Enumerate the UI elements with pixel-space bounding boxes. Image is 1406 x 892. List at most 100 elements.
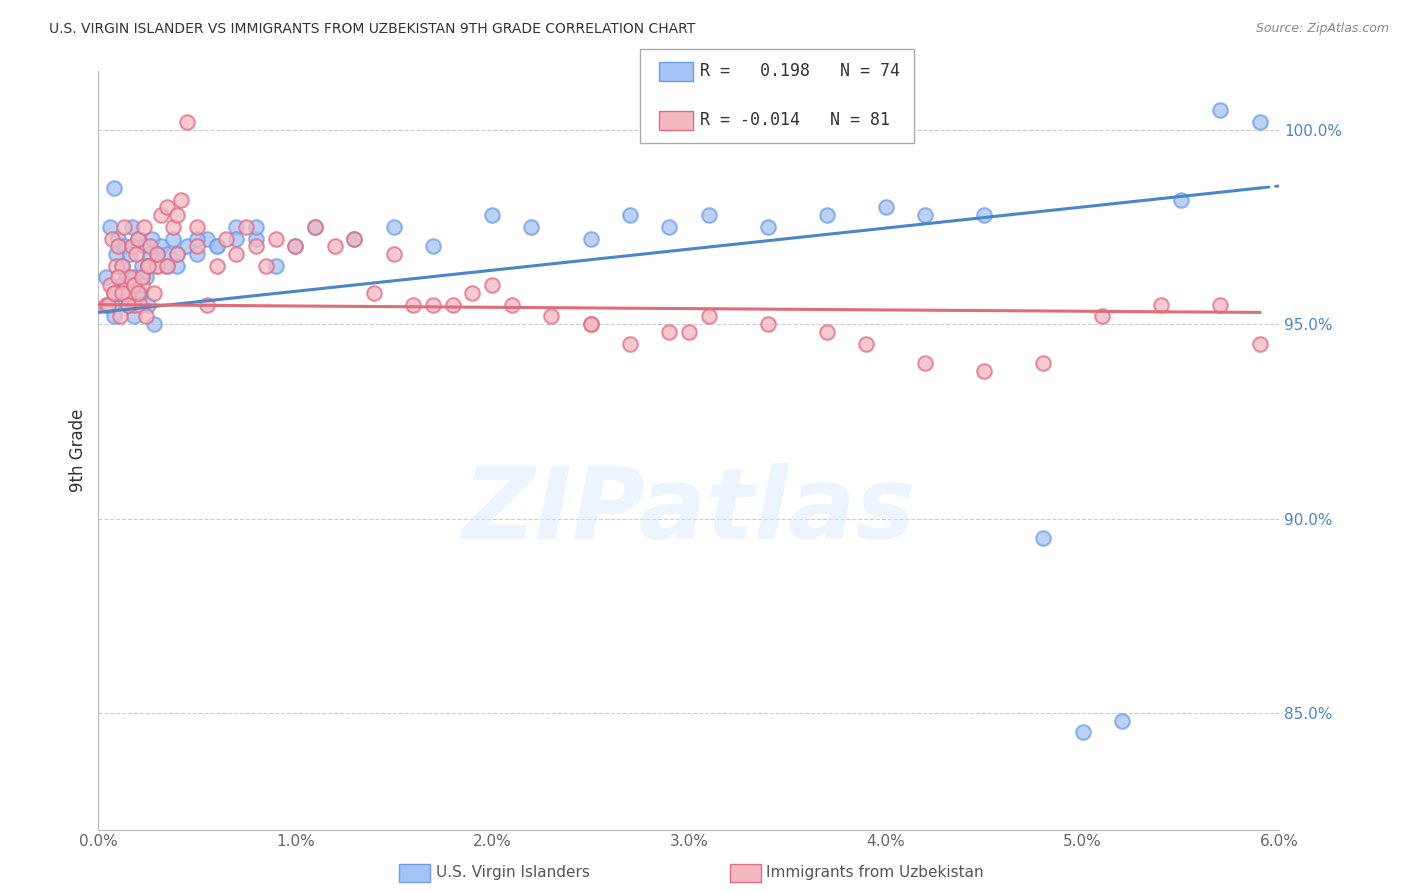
Point <box>101 231 124 245</box>
Point <box>111 259 134 273</box>
Point <box>103 285 125 300</box>
Point <box>245 219 267 234</box>
Point <box>146 259 169 273</box>
Point <box>343 231 366 245</box>
Point <box>756 317 779 331</box>
Text: R = -0.014   N = 81: R = -0.014 N = 81 <box>700 112 890 129</box>
Point <box>97 298 120 312</box>
Point <box>186 219 208 234</box>
Point <box>122 310 145 324</box>
Point <box>122 270 145 285</box>
Point <box>245 231 267 245</box>
Point <box>142 285 165 300</box>
Point <box>135 270 157 285</box>
Point <box>186 247 208 261</box>
Point <box>156 201 179 215</box>
Point <box>150 208 173 222</box>
Y-axis label: 9th Grade: 9th Grade <box>69 409 87 492</box>
Point <box>146 247 169 261</box>
Point <box>97 298 120 312</box>
Point <box>1249 336 1271 351</box>
Point <box>540 310 562 324</box>
Point <box>107 231 129 245</box>
Point <box>815 208 838 222</box>
Point <box>111 285 134 300</box>
Point <box>128 298 150 312</box>
Point <box>138 239 160 253</box>
Point <box>112 219 135 234</box>
Point <box>176 239 198 253</box>
Point <box>254 259 277 273</box>
Point <box>304 219 326 234</box>
Point <box>111 259 134 273</box>
Point <box>1071 725 1094 739</box>
Point <box>128 285 150 300</box>
Point <box>150 239 173 253</box>
Point <box>112 239 135 253</box>
Point <box>520 219 543 234</box>
Point <box>402 298 425 312</box>
Point <box>1032 356 1054 370</box>
Point <box>107 270 129 285</box>
Point <box>136 259 159 273</box>
Point <box>304 219 326 234</box>
Point <box>131 259 153 273</box>
Point <box>422 298 444 312</box>
Text: U.S. Virgin Islanders: U.S. Virgin Islanders <box>436 865 589 880</box>
Point <box>1249 115 1271 129</box>
Point <box>579 317 602 331</box>
Point <box>105 259 128 273</box>
Point <box>697 208 720 222</box>
Point <box>1150 298 1173 312</box>
Point <box>225 247 247 261</box>
Point <box>96 270 118 285</box>
Point <box>225 231 247 245</box>
Point <box>127 285 149 300</box>
Text: Immigrants from Uzbekistan: Immigrants from Uzbekistan <box>766 865 984 880</box>
Point <box>343 231 366 245</box>
Point <box>107 285 129 300</box>
Point <box>815 325 838 339</box>
Point <box>136 259 159 273</box>
Point <box>363 285 385 300</box>
Point <box>205 259 228 273</box>
Point <box>101 298 124 312</box>
Point <box>619 336 641 351</box>
Point <box>122 278 145 293</box>
Point <box>205 239 228 253</box>
Point <box>146 247 169 261</box>
Text: R =   0.198   N = 74: R = 0.198 N = 74 <box>700 62 900 80</box>
Point <box>1170 193 1192 207</box>
Point <box>125 247 148 261</box>
Point <box>461 285 484 300</box>
Point <box>162 231 184 245</box>
Point <box>105 247 128 261</box>
Text: Source: ZipAtlas.com: Source: ZipAtlas.com <box>1256 22 1389 36</box>
Point <box>422 239 444 253</box>
Point <box>107 239 129 253</box>
Point <box>108 285 131 300</box>
Point <box>166 208 188 222</box>
Point <box>501 298 523 312</box>
Point <box>382 219 405 234</box>
Point <box>176 115 198 129</box>
Point <box>146 259 169 273</box>
Point <box>121 239 143 253</box>
Point <box>284 239 307 253</box>
Point <box>205 239 228 253</box>
Point <box>98 219 121 234</box>
Point <box>170 193 193 207</box>
Point <box>658 219 681 234</box>
Point <box>162 219 184 234</box>
Point <box>132 219 155 234</box>
Point <box>1091 310 1114 324</box>
Point <box>382 247 405 261</box>
Point <box>136 259 159 273</box>
Point <box>121 219 143 234</box>
Point <box>1032 531 1054 545</box>
Point <box>127 285 149 300</box>
Point <box>1209 103 1232 118</box>
Point <box>1209 298 1232 312</box>
Point <box>156 247 179 261</box>
Point <box>225 219 247 234</box>
